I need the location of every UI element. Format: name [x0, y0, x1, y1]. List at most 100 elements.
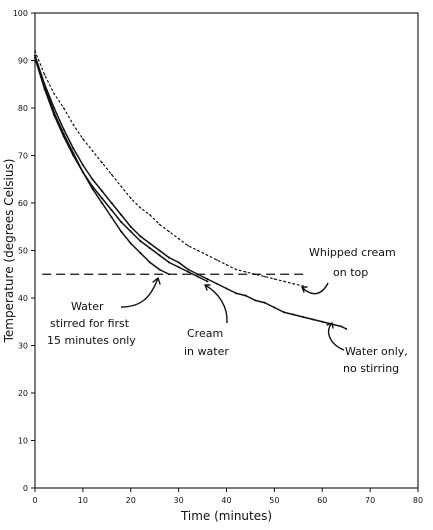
data-point [235, 268, 237, 271]
data-point [129, 230, 132, 233]
data-point [282, 311, 286, 314]
data-point [206, 277, 209, 281]
annotation-water-stirred-line-3: 15 minutes only [47, 334, 136, 347]
annotation-cream-in-water-line-2: in water [184, 345, 229, 358]
data-point [168, 273, 171, 276]
data-point [110, 209, 113, 212]
annotation-cream-in-water-line-1: Cream [187, 327, 223, 340]
data-point [81, 163, 84, 167]
data-point [129, 242, 132, 245]
data-point [72, 154, 75, 157]
annotation-cream-in-water: Cream in water [184, 284, 229, 358]
x-tick-label: 70 [365, 496, 375, 505]
annotation-water-stirred-line-1: Water [71, 300, 104, 313]
data-point [244, 271, 247, 273]
annotation-whipped-cream: Whipped cream on top [301, 246, 396, 295]
x-axis-title: Time (minutes) [180, 509, 272, 523]
data-point [62, 135, 65, 138]
annotation-cream-in-water-arrowhead [204, 284, 211, 291]
data-point [187, 268, 190, 271]
annotation-water-stirred: Water stirred for first 15 minutes only [47, 277, 161, 347]
data-point [196, 275, 199, 278]
data-point [82, 138, 84, 140]
data-point [292, 282, 295, 285]
data-point [149, 214, 151, 216]
x-tick-label: 40 [221, 496, 231, 505]
data-point [43, 73, 46, 76]
y-tick-label: 20 [18, 389, 28, 398]
y-tick-label: 0 [23, 484, 28, 493]
annotation-whipped-cream-arrowhead [301, 286, 308, 293]
data-point [34, 50, 36, 52]
y-axis-title: Temperature (degrees Celsius) [2, 159, 16, 344]
data-point [177, 237, 180, 240]
x-tick-label: 50 [269, 496, 279, 505]
data-point [91, 185, 94, 188]
data-point [100, 190, 104, 193]
annotation-water-stirred-line-2: stirred for first [50, 317, 130, 330]
data-point [177, 266, 180, 269]
data-point [254, 273, 257, 276]
data-point [206, 254, 209, 257]
x-tick-label: 30 [174, 496, 184, 505]
annotation-cream-in-water-arrow [204, 284, 228, 324]
annotation-water-only-arrowhead [326, 322, 334, 329]
data-point [53, 106, 56, 110]
data-point [100, 201, 104, 205]
data-point [81, 171, 84, 174]
data-point [187, 270, 190, 273]
data-point [225, 263, 228, 266]
data-point [148, 242, 151, 245]
data-point [321, 320, 324, 323]
data-point [168, 230, 170, 233]
data-point [283, 280, 285, 283]
data-point [158, 223, 161, 226]
data-point [120, 213, 123, 216]
y-tick-label: 90 [18, 57, 28, 66]
data-point [148, 247, 151, 250]
annotation-whipped-cream-line-2: on top [333, 266, 368, 279]
data-point [216, 259, 218, 261]
data-point [148, 261, 151, 264]
annotation-water-only-line-2: no stirring [343, 362, 399, 375]
data-point [292, 313, 295, 316]
x-tick-label: 10 [78, 496, 88, 505]
data-point [110, 173, 113, 176]
data-point [120, 185, 122, 188]
data-point [196, 273, 199, 276]
y-tick-label: 70 [18, 152, 28, 161]
x-tick-label: 20 [126, 496, 136, 505]
x-tick-label: 80 [413, 496, 423, 505]
data-point [53, 92, 55, 95]
data-point [273, 278, 276, 280]
x-tick-label: 60 [317, 496, 327, 505]
y-tick-label: 40 [18, 294, 28, 303]
data-point [340, 325, 343, 328]
annotation-water-stirred-arrow [120, 277, 159, 308]
data-point [33, 57, 37, 60]
data-point [129, 197, 132, 200]
data-point [273, 306, 276, 309]
data-point [72, 147, 75, 150]
data-point [196, 249, 199, 252]
data-point [225, 287, 228, 290]
data-point [120, 230, 123, 233]
data-point [139, 251, 142, 254]
annotation-water-only-arrow [328, 322, 345, 351]
data-point [72, 123, 75, 126]
data-point [206, 280, 209, 283]
data-point [302, 315, 305, 319]
data-point [158, 249, 161, 252]
data-point [43, 87, 46, 91]
data-point [33, 54, 37, 57]
annotation-water-stirred-arrowhead [152, 277, 161, 285]
annotation-whipped-cream-line-1: Whipped cream [309, 246, 396, 259]
data-point [139, 235, 142, 238]
data-point [264, 275, 266, 278]
data-point [91, 178, 94, 181]
data-point [101, 161, 103, 164]
data-point [168, 261, 171, 264]
series-line-1 [34, 50, 304, 287]
data-point [158, 268, 161, 271]
